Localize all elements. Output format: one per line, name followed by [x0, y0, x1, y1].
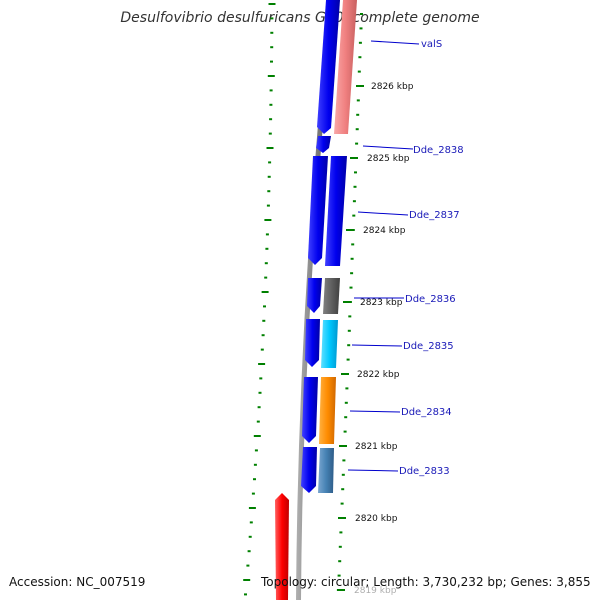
kbp-label: 2821 kbp — [355, 442, 398, 452]
cds-reverse-5 — [305, 319, 320, 367]
genome-backbone — [296, 0, 335, 600]
cds-reverse-4 — [307, 278, 322, 313]
gene-dde-2837 — [325, 156, 347, 266]
kbp-label: 2820 kbp — [355, 514, 398, 524]
gene-label-dde-2835: Dde_2835 — [403, 341, 454, 352]
kbp-label: 2822 kbp — [357, 370, 400, 380]
gene-label-dde-2838: Dde_2838 — [413, 145, 464, 156]
gene-dde-2834 — [319, 377, 336, 444]
cds-reverse-1 — [317, 0, 340, 134]
kbp-label: 2825 kbp — [367, 154, 410, 164]
kbp-label: 2824 kbp — [363, 226, 406, 236]
label-line — [357, 211, 409, 216]
label-line — [370, 40, 420, 45]
label-line — [362, 145, 414, 150]
kbp-label: 2823 kbp — [360, 298, 403, 308]
label-line — [349, 410, 401, 413]
kbp-label: 2819 kbp — [354, 586, 397, 596]
gene-label-dde-2834: Dde_2834 — [401, 407, 452, 418]
gene-label-valS: valS — [421, 39, 442, 50]
gene-label-dde-2836: Dde_2836 — [405, 294, 456, 305]
accession-text: Accession: NC_007519 — [9, 575, 146, 589]
cds-reverse-6 — [302, 377, 318, 443]
map-title: Desulfovibrio desulfuricans G20, complet… — [120, 10, 480, 26]
gene-dde-2833 — [318, 448, 334, 493]
gene-valS — [334, 0, 357, 134]
inner-tick-track — [243, 3, 276, 596]
label-line — [351, 344, 403, 347]
cds-reverse-2 — [316, 136, 331, 153]
cds-reverse-7 — [301, 447, 317, 493]
gene-dde-2836 — [323, 278, 340, 314]
kbp-label: 2826 kbp — [371, 82, 414, 92]
gene-label-dde-2837: Dde_2837 — [409, 210, 460, 221]
genome-summary-text: Topology: circular; Length: 3,730,232 bp… — [261, 575, 591, 589]
cds-reverse-3 — [308, 156, 328, 265]
red-feature — [275, 493, 289, 600]
gene-label-dde-2833: Dde_2833 — [399, 466, 450, 477]
label-line — [347, 469, 399, 472]
gene-dde-2835 — [321, 320, 338, 368]
